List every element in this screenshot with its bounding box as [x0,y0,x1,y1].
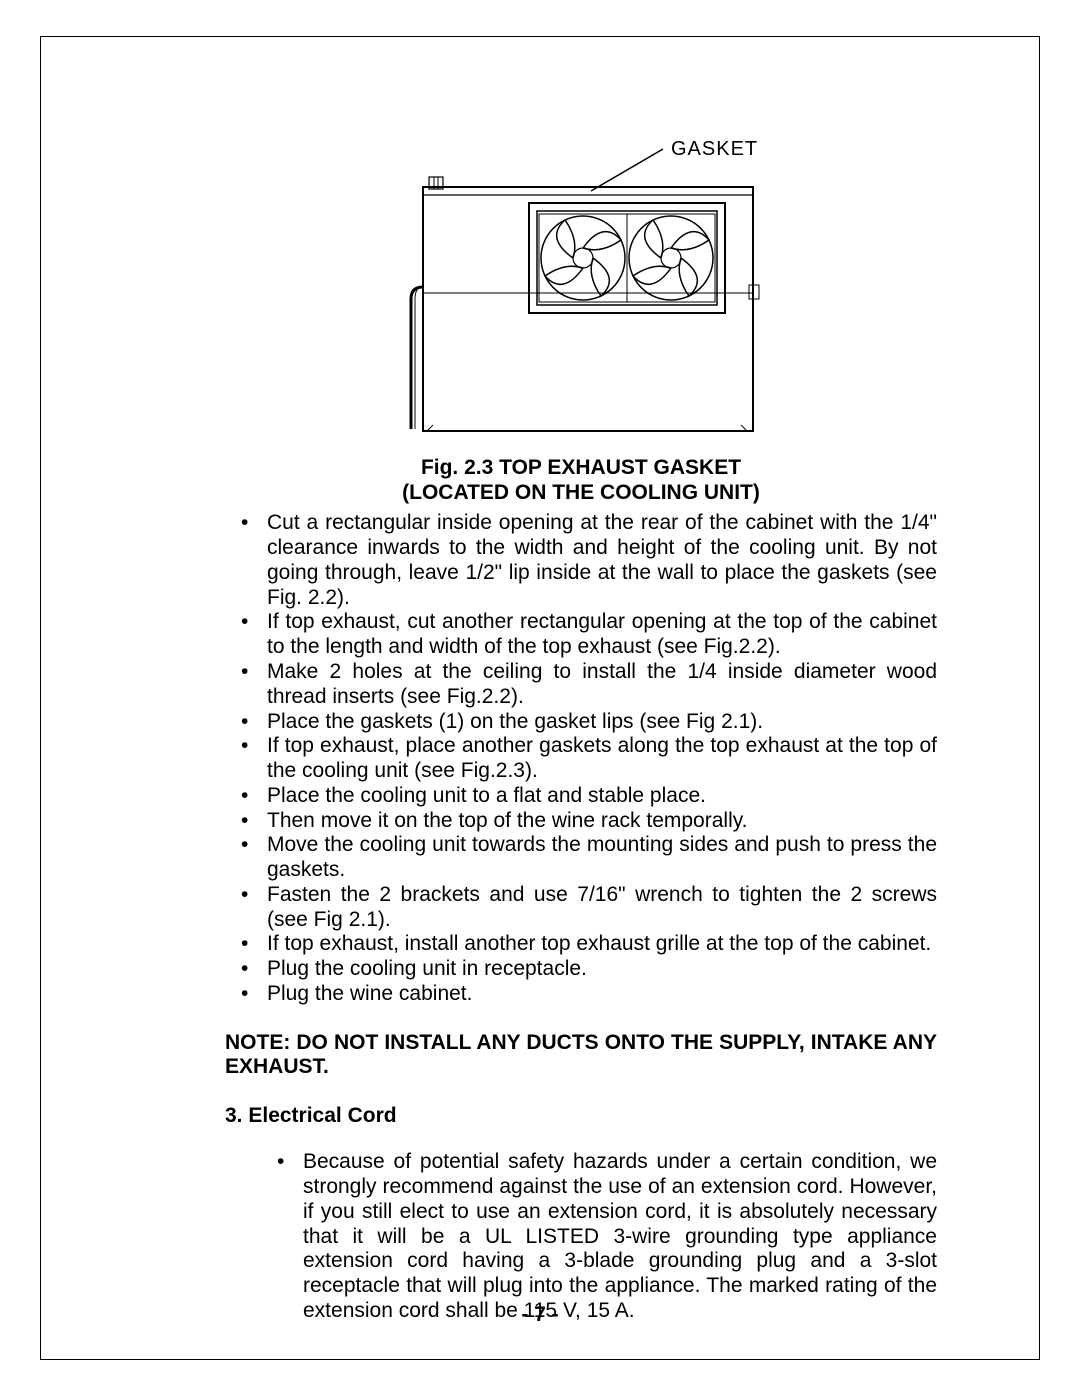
list-item: Plug the cooling unit in receptacle. [225,957,937,982]
page-number: - 7 - [41,1303,1039,1327]
gasket-label: GASKET [671,138,758,160]
list-item: Plug the wine cabinet. [225,982,937,1007]
list-item: If top exhaust, place another gaskets al… [225,734,937,784]
figure-caption: Fig. 2.3 TOP EXHAUST GASKET (LOCATED ON … [225,455,937,505]
exhaust-gasket-diagram: GASKET [351,137,811,447]
list-item: Place the cooling unit to a flat and sta… [225,784,937,809]
list-item: Place the gaskets (1) on the gasket lips… [225,710,937,735]
note-text: NOTE: DO NOT INSTALL ANY DUCTS ONTO THE … [225,1031,937,1081]
list-item: Because of potential safety hazards unde… [225,1150,937,1323]
section-3-heading: 3. Electrical Cord [225,1104,937,1128]
list-item: Move the cooling unit towards the mounti… [225,833,937,883]
list-item: Then move it on the top of the wine rack… [225,809,937,834]
page-frame: GASKET [40,36,1040,1360]
list-item: If top exhaust, install another top exha… [225,932,937,957]
instruction-list: Cut a rectangular inside opening at the … [225,511,937,1006]
list-item: Fasten the 2 brackets and use 7/16" wren… [225,883,937,933]
page-content: GASKET [225,137,937,1324]
caption-line2: (LOCATED ON THE COOLING UNIT) [402,481,760,504]
list-item: Cut a rectangular inside opening at the … [225,511,937,610]
cord-instruction-list: Because of potential safety hazards unde… [225,1150,937,1323]
list-item: Make 2 holes at the ceiling to install t… [225,660,937,710]
caption-line1: Fig. 2.3 TOP EXHAUST GASKET [421,456,741,479]
list-item: If top exhaust, cut another rectangular … [225,610,937,660]
